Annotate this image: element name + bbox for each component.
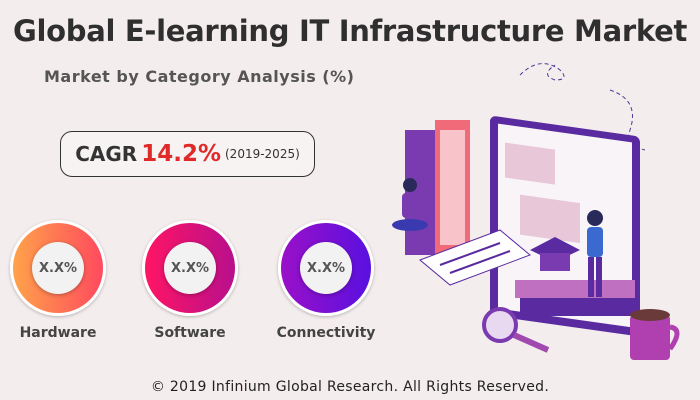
cagr-box: CAGR 14.2% (2019-2025) [60,131,315,177]
teacher-icon [587,210,603,297]
page-title: Global E-learning IT Infrastructure Mark… [12,14,688,48]
connectivity-label: Connectivity [276,325,376,341]
page-subtitle: Market by Category Analysis (%) [44,67,355,86]
software-ring: X.X% [142,220,238,316]
coffee-mug-icon [630,309,680,360]
cagr-label: CAGR [75,142,138,166]
dashed-swirl [519,63,565,81]
software-value: X.X% [164,242,216,294]
software-label: Software [154,325,226,341]
hardware-ring: X.X% [10,220,106,316]
connectivity-ring: X.X% [278,220,374,316]
hardware-value: X.X% [32,242,84,294]
hardware-label: Hardware [19,325,97,341]
cagr-period: (2019-2025) [225,147,300,161]
e-learning-illustration [392,63,680,360]
cagr-value: 14.2% [141,141,221,167]
book-stack-icon [515,280,635,316]
books-icon [405,120,470,265]
graduation-cap-icon [530,237,580,271]
magnifier-icon [482,307,550,353]
copyright-footer: © 2019 Infinium Global Research. All Rig… [150,379,550,395]
notebook-icon [419,229,531,286]
student-sitting-icon [392,178,428,231]
connectivity-value: X.X% [300,242,352,294]
